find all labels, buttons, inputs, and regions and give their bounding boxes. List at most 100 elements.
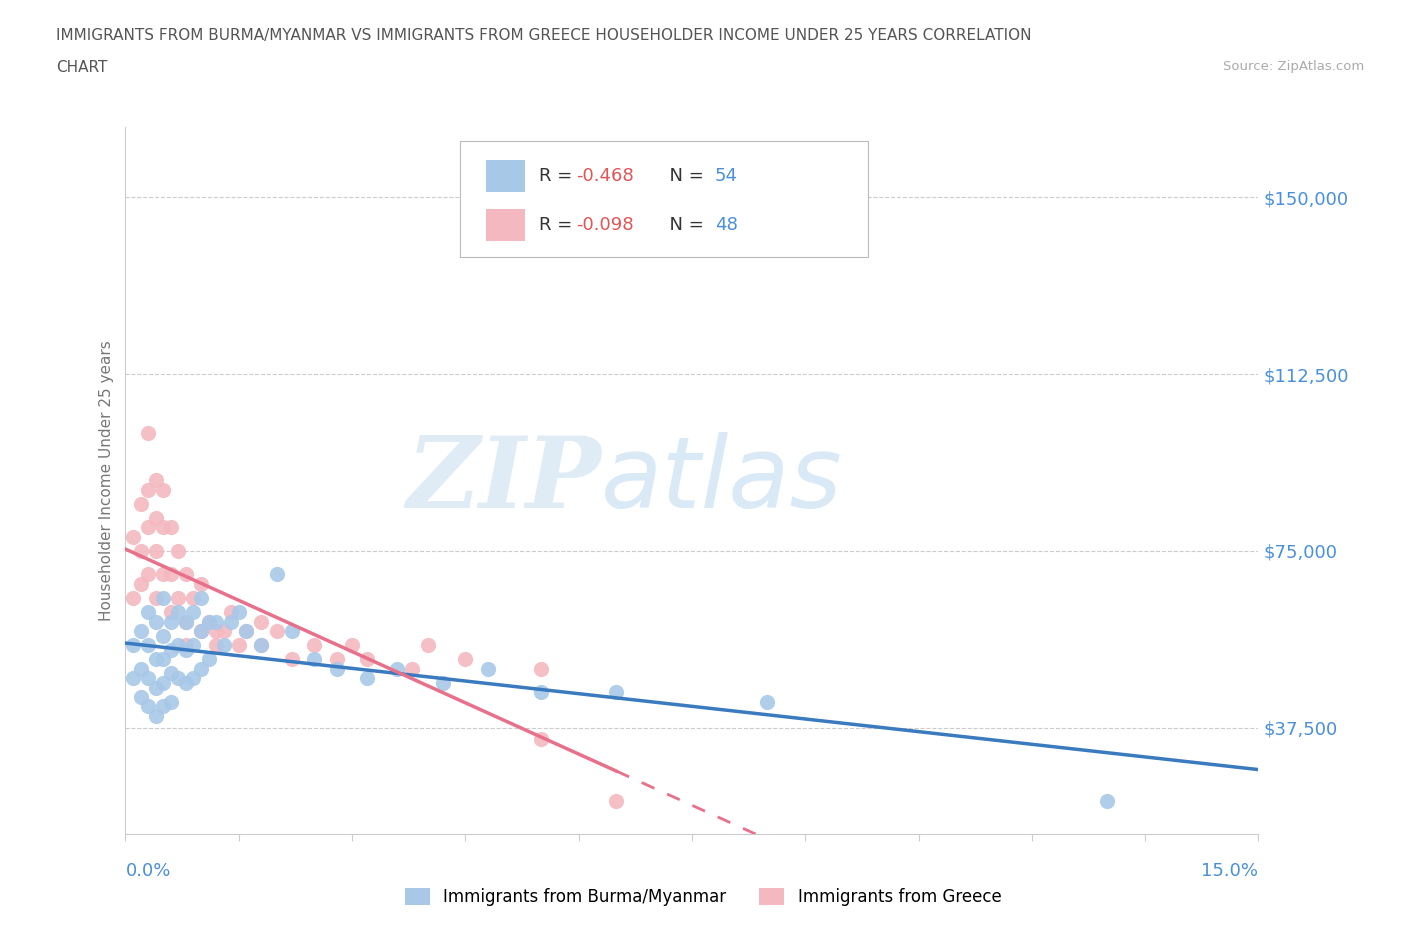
Point: [183, 638, 205, 653]
Point: [197, 614, 219, 629]
Point: [136, 671, 159, 685]
Point: [454, 652, 477, 667]
Point: [152, 591, 174, 605]
Point: [530, 732, 553, 747]
Point: [1097, 793, 1119, 808]
Point: [266, 567, 288, 582]
Point: [136, 638, 159, 653]
Point: [228, 638, 250, 653]
Point: [605, 684, 627, 699]
Legend: Immigrants from Burma/Myanmar, Immigrants from Greece: Immigrants from Burma/Myanmar, Immigrant…: [398, 881, 1008, 912]
Point: [304, 638, 326, 653]
Point: [174, 675, 197, 690]
Point: [605, 793, 627, 808]
Point: [122, 638, 145, 653]
Point: [280, 623, 302, 638]
Text: atlas: atlas: [602, 432, 844, 528]
Point: [197, 614, 219, 629]
Point: [401, 661, 423, 676]
Point: [159, 614, 181, 629]
Point: [122, 529, 145, 544]
Text: IMMIGRANTS FROM BURMA/MYANMAR VS IMMIGRANTS FROM GREECE HOUSEHOLDER INCOME UNDER: IMMIGRANTS FROM BURMA/MYANMAR VS IMMIGRA…: [56, 28, 1032, 43]
Point: [250, 614, 273, 629]
Point: [219, 614, 242, 629]
Point: [356, 652, 378, 667]
Point: [183, 604, 205, 619]
Text: 48: 48: [714, 217, 738, 234]
Point: [250, 638, 273, 653]
Point: [387, 661, 409, 676]
Point: [212, 623, 235, 638]
Point: [129, 497, 152, 512]
Text: 54: 54: [714, 166, 738, 185]
FancyBboxPatch shape: [485, 209, 526, 241]
Point: [250, 638, 273, 653]
Text: Source: ZipAtlas.com: Source: ZipAtlas.com: [1223, 60, 1364, 73]
Point: [167, 543, 190, 558]
Point: [152, 567, 174, 582]
Point: [136, 604, 159, 619]
Point: [326, 652, 349, 667]
Point: [235, 623, 257, 638]
Point: [477, 661, 499, 676]
Point: [190, 661, 212, 676]
Point: [174, 614, 197, 629]
Point: [174, 643, 197, 658]
Point: [145, 680, 167, 695]
Point: [190, 623, 212, 638]
Point: [174, 567, 197, 582]
Point: [122, 591, 145, 605]
Text: N =: N =: [658, 217, 710, 234]
Point: [356, 671, 378, 685]
Point: [122, 671, 145, 685]
Point: [235, 623, 257, 638]
Point: [212, 638, 235, 653]
Point: [205, 623, 228, 638]
Text: R =: R =: [538, 217, 578, 234]
Point: [530, 661, 553, 676]
Point: [219, 604, 242, 619]
Point: [205, 614, 228, 629]
Point: [152, 482, 174, 497]
Point: [174, 638, 197, 653]
Point: [197, 652, 219, 667]
Point: [136, 426, 159, 441]
Point: [136, 520, 159, 535]
Point: [340, 638, 363, 653]
Point: [145, 709, 167, 724]
Point: [129, 689, 152, 704]
Point: [167, 591, 190, 605]
Point: [129, 623, 152, 638]
Point: [145, 472, 167, 487]
Point: [145, 543, 167, 558]
Point: [266, 623, 288, 638]
Text: CHART: CHART: [56, 60, 108, 75]
Point: [136, 567, 159, 582]
Point: [159, 567, 181, 582]
Point: [326, 661, 349, 676]
Point: [145, 614, 167, 629]
Point: [159, 643, 181, 658]
Point: [416, 638, 439, 653]
Text: 15.0%: 15.0%: [1202, 862, 1258, 880]
Text: N =: N =: [658, 166, 710, 185]
Point: [152, 675, 174, 690]
Point: [190, 623, 212, 638]
Point: [190, 591, 212, 605]
Point: [136, 699, 159, 714]
Point: [129, 543, 152, 558]
Point: [167, 671, 190, 685]
Point: [136, 482, 159, 497]
Text: ZIP: ZIP: [406, 432, 602, 528]
Point: [167, 604, 190, 619]
Point: [756, 694, 779, 709]
Point: [183, 591, 205, 605]
Point: [228, 604, 250, 619]
Text: R =: R =: [538, 166, 578, 185]
Point: [530, 684, 553, 699]
Point: [159, 694, 181, 709]
Text: 0.0%: 0.0%: [125, 862, 172, 880]
Point: [190, 577, 212, 591]
Point: [304, 652, 326, 667]
Point: [145, 591, 167, 605]
